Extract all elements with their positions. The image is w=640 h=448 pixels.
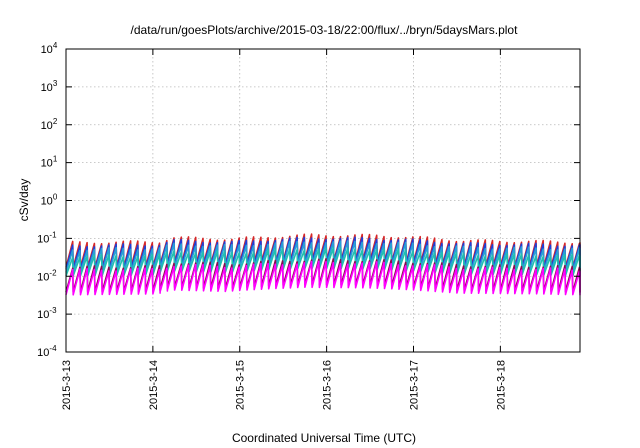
y-tick-base: 10 xyxy=(37,347,49,359)
y-tick-exponent: 1 xyxy=(53,155,58,164)
y-tick-exponent: 4 xyxy=(53,41,58,50)
y-tick-label: 10-4 xyxy=(37,344,57,359)
x-tick-label: 2015-3-13 xyxy=(61,360,73,410)
y-tick-exponent: -2 xyxy=(49,268,57,277)
y-tick-label: 101 xyxy=(41,155,58,170)
y-tick-exponent: -4 xyxy=(49,344,57,353)
y-tick-exponent: -3 xyxy=(49,306,57,315)
x-axis-label: Coordinated Universal Time (UTC) xyxy=(232,431,416,445)
series-layer xyxy=(65,233,581,296)
y-tick-base: 10 xyxy=(41,196,53,208)
y-tick-base: 10 xyxy=(41,44,53,56)
y-tick-label: 103 xyxy=(41,79,58,94)
y-tick-base: 10 xyxy=(37,271,49,283)
grid xyxy=(66,48,580,353)
y-axis-label: cSv/day xyxy=(17,179,31,222)
chart-title: /data/run/goesPlots/archive/2015-03-18/2… xyxy=(131,23,519,37)
x-tick-label: 2015-3-17 xyxy=(408,360,420,410)
y-tick-label: 100 xyxy=(41,193,58,208)
y-tick-exponent: 3 xyxy=(53,79,58,88)
y-tick-base: 10 xyxy=(37,233,49,245)
x-tick-label: 2015-3-15 xyxy=(235,360,247,410)
x-tick-label: 2015-3-16 xyxy=(322,360,334,410)
y-tick-exponent: 0 xyxy=(53,193,58,202)
y-tick-label: 10-1 xyxy=(37,230,57,245)
y-tick-label: 104 xyxy=(41,41,58,56)
x-tick-label: 2015-3-18 xyxy=(495,360,507,410)
y-tick-base: 10 xyxy=(41,158,53,170)
y-tick-base: 10 xyxy=(37,309,49,321)
series-line xyxy=(65,260,581,296)
y-tick-label: 102 xyxy=(41,117,58,132)
y-tick-label: 10-3 xyxy=(37,306,57,321)
x-tick-label: 2015-3-14 xyxy=(148,360,160,410)
y-tick-exponent: -1 xyxy=(49,230,57,239)
y-tick-base: 10 xyxy=(41,120,53,132)
x-axis: 2015-3-13 2015-3-14 2015-3-15 2015-3-16 2015… xyxy=(61,49,507,410)
y-tick-label: 10-2 xyxy=(37,268,57,283)
y-tick-exponent: 2 xyxy=(53,117,58,126)
y-tick-base: 10 xyxy=(41,82,53,94)
